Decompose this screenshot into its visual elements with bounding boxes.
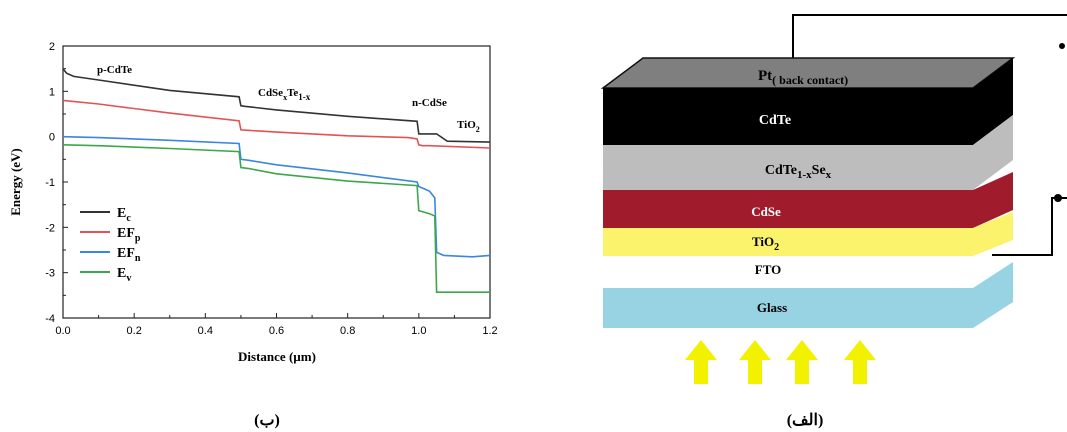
label-glass: Glass (757, 300, 787, 315)
top-wire (792, 14, 1067, 68)
caption-b: (ب) (254, 412, 280, 429)
label-p-cdte: p-CdTe (97, 64, 132, 76)
y-tick-label: 2 (49, 41, 55, 53)
x-tick-label: 0.6 (269, 325, 284, 337)
chart-legend: Ec EFp EFn Ev (80, 206, 141, 284)
incident-light-arrows (685, 340, 876, 384)
label-fto: FTO (755, 262, 782, 277)
legend-entry-efn: EFn (117, 246, 141, 264)
y-tick-label: -3 (45, 268, 55, 280)
y-tick-label: -2 (45, 222, 55, 234)
light-arrow-icon (685, 340, 717, 384)
light-arrow-icon (844, 340, 876, 384)
series-line-ec (62, 68, 491, 143)
tio2-layer (603, 212, 1013, 256)
x-tick-label: 0.2 (127, 325, 142, 337)
label-cdse: CdSe (751, 204, 781, 219)
y-axis-ticks: 2 1 0 -1 -2 -3 -4 (45, 41, 68, 325)
bottom-terminal-dot (1054, 194, 1062, 202)
label-cdte: CdTe (759, 113, 791, 128)
y-tick-label: -4 (45, 313, 55, 325)
label-n-cdse: n-CdSe (412, 97, 447, 109)
light-arrow-icon (786, 340, 818, 384)
light-arrow-icon (739, 340, 771, 384)
cdte-layer (603, 58, 1013, 145)
y-tick-label: 0 (49, 132, 55, 144)
label-tio2-layer: TiO2 (752, 234, 779, 253)
label-cdsexte: CdSexTe1-x (258, 87, 311, 102)
cdse-layer (603, 172, 1013, 228)
y-tick-label: 1 (49, 86, 55, 98)
y-tick-label: -1 (45, 177, 55, 189)
label-cdtese: CdTe1-xSex (765, 163, 832, 181)
label-tio2: TiO2 (457, 119, 480, 134)
series-line-efn (62, 135, 491, 258)
device-stack-diagram: Pt( back contact) CdTe CdTe1-xSex CdSe T… (600, 14, 1067, 384)
legend-entry-efp: EFp (117, 226, 141, 244)
x-tick-label: 1.2 (482, 325, 497, 337)
series-line-efp (62, 99, 491, 149)
top-terminal-dot (1059, 43, 1065, 49)
y-axis-label: Energy (eV) (8, 148, 23, 216)
x-axis-ticks: 0.0 0.2 0.4 0.6 0.8 1.0 1.2 (55, 313, 498, 337)
series-line-ev (62, 144, 490, 294)
caption-a: (الف) (787, 412, 824, 429)
x-tick-label: 1.0 (411, 325, 426, 337)
glass-layer (603, 262, 1013, 328)
label-pt-back-contact: Pt( back contact) (758, 68, 848, 87)
x-tick-label: 0.8 (340, 325, 355, 337)
x-tick-label: 0.4 (198, 325, 213, 337)
legend-entry-ev: Ev (117, 266, 131, 284)
legend-entry-ec: Ec (117, 206, 131, 224)
band-diagram-chart: 0.0 0.2 0.4 0.6 0.8 1.0 1.2 2 1 0 -1 -2 -3 -4 Distan… (8, 41, 498, 364)
x-tick-label: 0.0 (55, 325, 70, 337)
cdtese-layer (603, 115, 1013, 190)
x-axis-label: Distance (µm) (238, 349, 316, 364)
series-lines (62, 68, 491, 294)
